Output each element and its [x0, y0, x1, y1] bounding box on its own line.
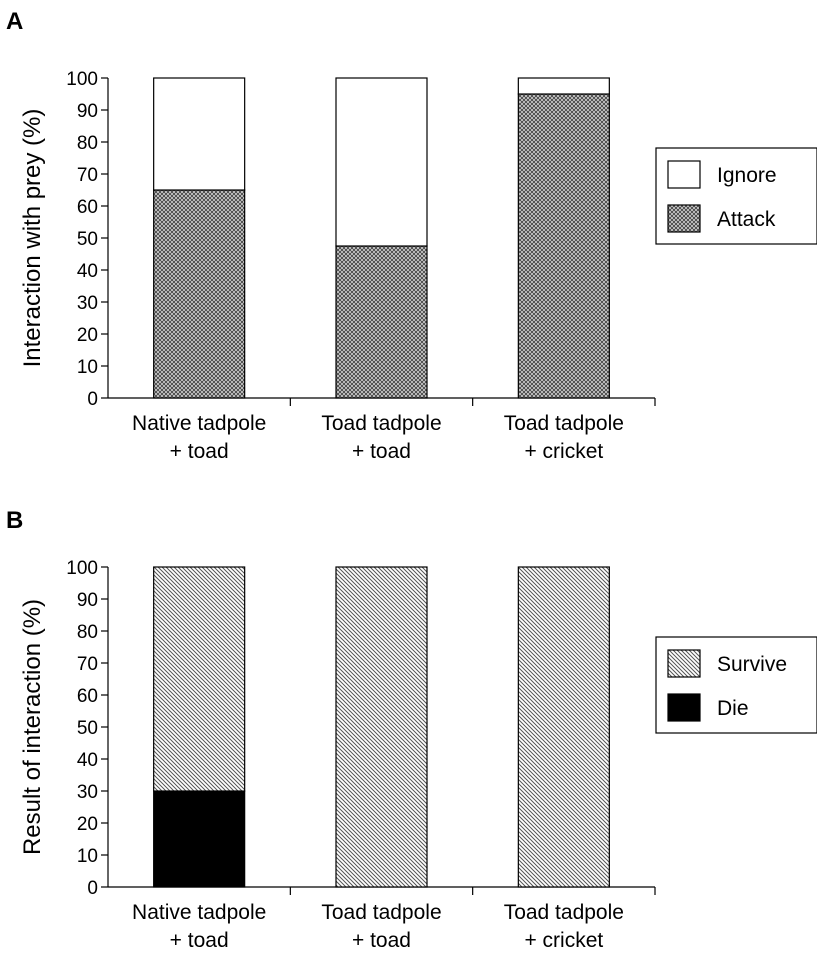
x-tick-label: + toad [352, 929, 411, 952]
x-tick-label: + toad [170, 929, 229, 952]
x-tick-label: Toad tadpole [321, 901, 441, 924]
y-tick-label: 60 [77, 686, 98, 707]
y-tick-label: 20 [77, 325, 98, 346]
y-tick-label: 0 [87, 878, 98, 899]
y-tick-label: 70 [77, 654, 98, 675]
legend-label-ignore: Ignore [717, 164, 777, 187]
legend-swatch-die [667, 693, 701, 722]
bar-attack-2 [335, 245, 428, 399]
y-tick-label: 80 [77, 622, 98, 643]
y-tick-label: 20 [77, 814, 98, 835]
y-axis-label: Interaction with prey (%) [19, 109, 46, 368]
x-tick-label: Toad tadpole [321, 412, 441, 435]
chart-a: Interaction with prey (%) 0 10 20 30 40 50 60 70… [19, 69, 817, 463]
y-tick-label: 80 [77, 133, 98, 154]
x-tick-label: Native tadpole [132, 412, 266, 435]
legend-swatch-ignore [667, 160, 701, 189]
y-tick-label: 100 [66, 558, 98, 579]
bar-ignore-2 [335, 77, 428, 247]
y-tick-label: 50 [77, 718, 98, 739]
y-tick-label: 40 [77, 261, 98, 282]
bar-attack-3 [517, 93, 610, 399]
y-tick-label: 40 [77, 750, 98, 771]
bar-ignore-3 [517, 77, 610, 95]
bar-survive-1 [153, 566, 246, 792]
bar-ignore-1 [153, 77, 246, 191]
x-tick-label: + toad [352, 440, 411, 463]
y-tick-label: 30 [77, 293, 98, 314]
panel-label-a: A [6, 8, 24, 35]
legend-label-die: Die [717, 697, 749, 720]
y-tick-label: 10 [77, 357, 98, 378]
x-tick-label: + cricket [524, 929, 603, 952]
legend-swatch-attack [667, 204, 701, 233]
legend-label-attack: Attack [717, 208, 776, 231]
y-tick-label: 30 [77, 782, 98, 803]
x-tick-label: + toad [170, 440, 229, 463]
y-axis-label: Result of interaction (%) [19, 599, 46, 855]
chart-b: Result of interaction (%) 0 10 20 30 40 50 60 70… [19, 558, 817, 952]
panel-label-b: B [6, 507, 24, 534]
y-tick-label: 10 [77, 846, 98, 867]
y-tick-label: 70 [77, 165, 98, 186]
y-tick-label: 50 [77, 229, 98, 250]
bar-attack-1 [153, 189, 246, 399]
x-tick-label: Toad tadpole [504, 412, 624, 435]
y-tick-label: 90 [77, 101, 98, 122]
y-tick-label: 60 [77, 197, 98, 218]
legend-swatch-survive [667, 649, 701, 678]
y-tick-label: 90 [77, 590, 98, 611]
y-tick-label: 100 [66, 69, 98, 90]
x-tick-label: Native tadpole [132, 901, 266, 924]
bar-survive-3 [517, 566, 610, 888]
bar-die-1 [153, 790, 246, 888]
x-tick-label: Toad tadpole [504, 901, 624, 924]
y-tick-label: 0 [87, 389, 98, 410]
x-tick-label: + cricket [524, 440, 603, 463]
legend-label-survive: Survive [717, 653, 787, 676]
bar-survive-2 [335, 566, 428, 888]
